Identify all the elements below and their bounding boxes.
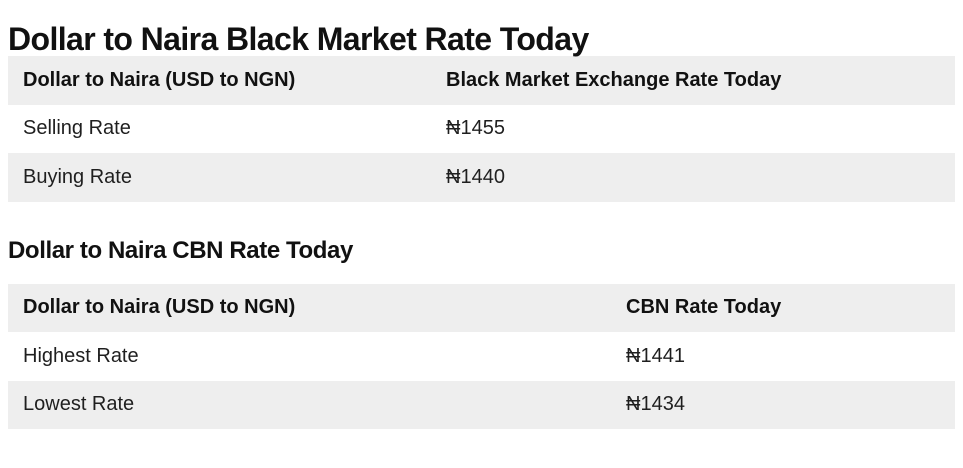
row-value-selling-rate: ₦1455: [431, 104, 955, 153]
table-header-row: Dollar to Naira (USD to NGN) Black Marke…: [8, 56, 955, 105]
row-value-highest-rate: ₦1441: [611, 332, 955, 381]
black-market-rate-table: Dollar to Naira (USD to NGN) Black Marke…: [8, 56, 955, 202]
section-heading-cbn: Dollar to Naira CBN Rate Today: [8, 236, 353, 264]
table-row: Buying Rate ₦1440: [8, 153, 955, 202]
row-label-lowest-rate: Lowest Rate: [8, 380, 611, 429]
column-header-currency-pair: Dollar to Naira (USD to NGN): [8, 56, 431, 105]
cbn-rate-table: Dollar to Naira (USD to NGN) CBN Rate To…: [8, 283, 955, 429]
table-row: Lowest Rate ₦1434: [8, 380, 955, 429]
row-value-buying-rate: ₦1440: [431, 153, 955, 202]
table-row: Highest Rate ₦1441: [8, 332, 955, 381]
column-header-black-market-rate: Black Market Exchange Rate Today: [431, 56, 955, 105]
row-label-buying-rate: Buying Rate: [8, 153, 431, 202]
page-title: Dollar to Naira Black Market Rate Today: [8, 21, 589, 57]
article-content: Dollar to Naira Black Market Rate Today …: [8, 0, 955, 429]
column-header-cbn-rate: CBN Rate Today: [611, 283, 955, 332]
row-value-lowest-rate: ₦1434: [611, 380, 955, 429]
table-header-row: Dollar to Naira (USD to NGN) CBN Rate To…: [8, 283, 955, 332]
table-row: Selling Rate ₦1455: [8, 104, 955, 153]
row-label-selling-rate: Selling Rate: [8, 104, 431, 153]
row-label-highest-rate: Highest Rate: [8, 332, 611, 381]
column-header-currency-pair: Dollar to Naira (USD to NGN): [8, 283, 611, 332]
